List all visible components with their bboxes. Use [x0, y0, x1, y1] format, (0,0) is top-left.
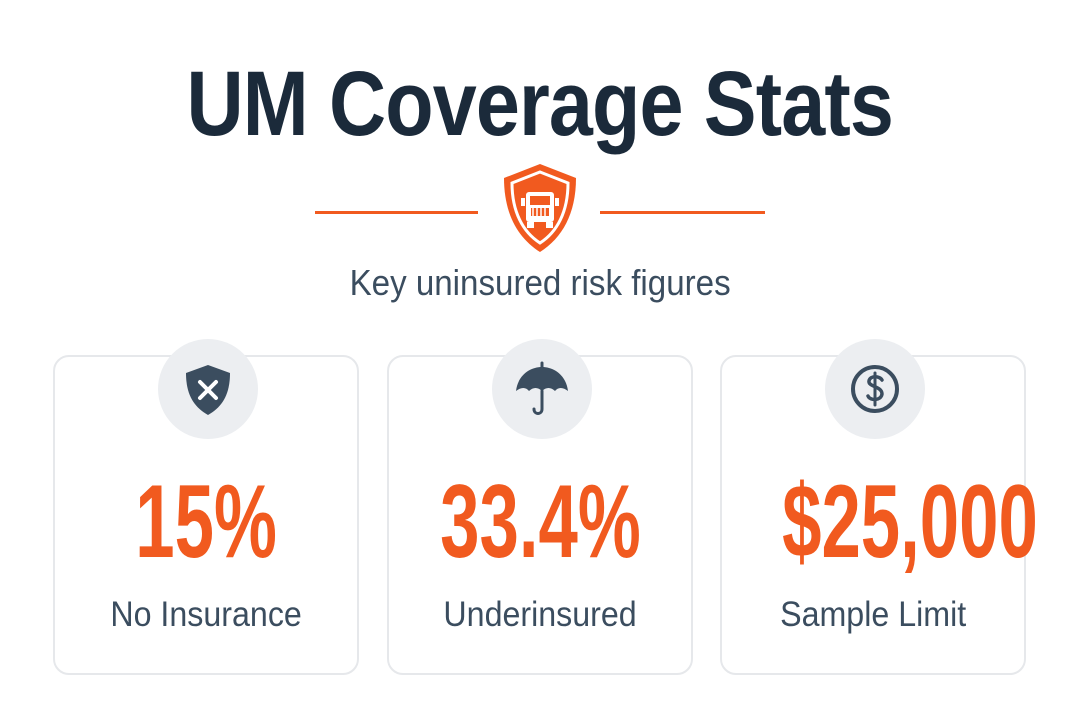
stat-card: 33.4% Underinsured: [387, 339, 693, 675]
dollar-icon: [851, 365, 899, 413]
label-row: Underinsured: [389, 595, 691, 635]
stat-label: No Insurance: [110, 595, 302, 634]
value-row: 33.4%: [389, 463, 691, 582]
value-row: 15%: [55, 463, 357, 582]
value-row: $25,000: [722, 463, 1038, 582]
icon-circle: [492, 339, 592, 439]
title-row: UM Coverage Stats: [0, 52, 1080, 157]
icon-circle: [825, 339, 925, 439]
divider: [315, 211, 478, 214]
shield-x-icon: [186, 365, 230, 415]
stat-card: $25,000 Sample Limit: [720, 339, 1038, 675]
stat-label: Underinsured: [443, 595, 637, 634]
stat-value: 33.4%: [439, 464, 641, 580]
umbrella-icon: [516, 361, 568, 415]
stat-value: 15%: [135, 464, 277, 580]
stat-card: 15% No Insurance: [53, 339, 359, 675]
subtitle-row: Key uninsured risk figures: [0, 262, 1080, 304]
label-row: No Insurance: [55, 595, 357, 635]
shield-truck-icon: [504, 164, 576, 252]
stat-value: $25,000: [782, 464, 1038, 580]
icon-circle: [158, 339, 258, 439]
divider: [600, 211, 765, 214]
label-row: Sample Limit: [722, 595, 1024, 635]
subtitle: Key uninsured risk figures: [349, 262, 731, 303]
stat-label: Sample Limit: [779, 595, 967, 634]
title: UM Coverage Stats: [186, 53, 894, 155]
